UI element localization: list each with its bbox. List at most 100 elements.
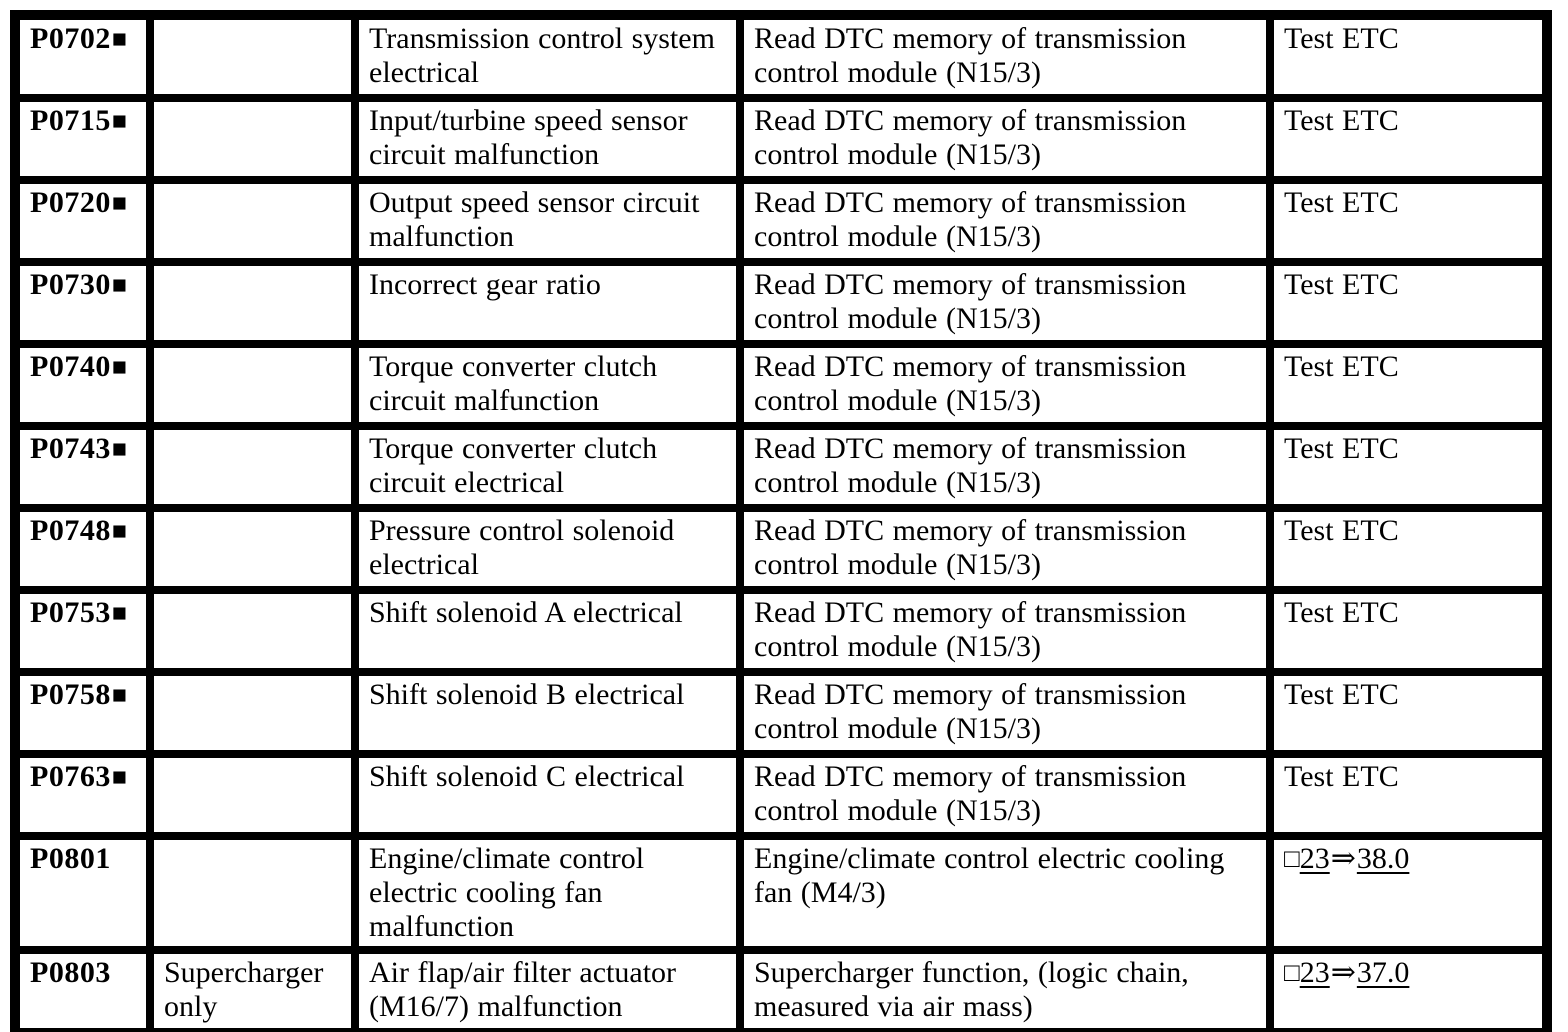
dtc-table: P0702■ Transmission control system elect… (10, 10, 1552, 1032)
dtc-code-cell: P0758■ (11, 668, 154, 758)
flag-square-icon: ■ (111, 682, 127, 709)
action-text: Engine/climate control electric cooling … (754, 842, 1225, 909)
dtc-code: P0748 (30, 514, 111, 547)
description-cell: Torque converter clutch circuit malfunct… (351, 340, 744, 430)
description-text: Input/turbine speed sensor circuit malfu… (369, 104, 688, 171)
action-cell: Read DTC memory of transmission control … (736, 340, 1274, 430)
action-cell: Read DTC memory of transmission control … (736, 668, 1274, 758)
table-row: P0758■ Shift solenoid B electrical Read … (11, 668, 1551, 758)
dtc-code: P0758 (30, 678, 111, 711)
dtc-code-cell: P0740■ (11, 340, 154, 430)
table-row: P0720■ Output speed sensor circuit malfu… (11, 176, 1551, 266)
dtc-code-cell: P0715■ (11, 94, 154, 184)
dtc-code: P0763 (30, 760, 111, 793)
action-text: Read DTC memory of transmission control … (754, 432, 1187, 499)
reference-prefix-icon: □ (1284, 958, 1300, 987)
dtc-code: P0702 (30, 22, 111, 55)
variant-cell (146, 258, 359, 348)
table-row: P0763■ Shift solenoid C electrical Read … (11, 750, 1551, 840)
section-link[interactable]: 37.0 (1356, 956, 1410, 989)
variant-cell (146, 11, 359, 102)
description-text: Output speed sensor circuit malfunction (369, 186, 700, 253)
dtc-code: P0730 (30, 268, 111, 301)
test-label: Test ETC (1284, 104, 1399, 137)
test-label: Test ETC (1284, 22, 1399, 55)
dtc-code-cell: P0720■ (11, 176, 154, 266)
variant-cell (146, 94, 359, 184)
test-label: Test ETC (1284, 760, 1399, 793)
flag-square-icon: ■ (111, 600, 127, 627)
test-label: Test ETC (1284, 514, 1399, 547)
table-row: P0730■ Incorrect gear ratio Read DTC mem… (11, 258, 1551, 348)
description-text: Air flap/air filter actuator (M16/7) mal… (369, 956, 677, 1023)
section-link[interactable]: 38.0 (1356, 842, 1410, 875)
table-row: P0753■ Shift solenoid A electrical Read … (11, 586, 1551, 676)
dtc-code: P0743 (30, 432, 111, 465)
test-label: Test ETC (1284, 186, 1399, 219)
variant-cell (146, 586, 359, 676)
description-cell: Transmission control system electrical (351, 11, 744, 102)
description-cell: Output speed sensor circuit malfunction (351, 176, 744, 266)
document-link[interactable]: 23 (1299, 956, 1330, 989)
test-label: Test ETC (1284, 678, 1399, 711)
test-cell: Test ETC (1266, 504, 1551, 594)
test-cell: □23⇒37.0 (1266, 946, 1551, 1032)
description-cell: Torque converter clutch circuit electric… (351, 422, 744, 512)
variant-cell (146, 504, 359, 594)
arrow-icon: ⇒ (1330, 842, 1356, 875)
action-text: Read DTC memory of transmission control … (754, 104, 1187, 171)
description-text: Shift solenoid A electrical (369, 596, 683, 629)
test-cell: Test ETC (1266, 258, 1551, 348)
description-cell: Shift solenoid A electrical (351, 586, 744, 676)
action-text: Read DTC memory of transmission control … (754, 678, 1187, 745)
description-text: Torque converter clutch circuit electric… (369, 432, 658, 499)
dtc-code: P0803 (30, 956, 111, 989)
test-cell: Test ETC (1266, 422, 1551, 512)
variant-cell (146, 750, 359, 840)
description-text: Incorrect gear ratio (369, 268, 601, 301)
test-label: Test ETC (1284, 432, 1399, 465)
variant-cell (146, 422, 359, 512)
flag-square-icon: ■ (111, 764, 127, 791)
action-cell: Read DTC memory of transmission control … (736, 258, 1274, 348)
dtc-code-cell: P0801 (11, 832, 154, 954)
description-text: Torque converter clutch circuit malfunct… (369, 350, 658, 417)
test-label: Test ETC (1284, 596, 1399, 629)
action-cell: Read DTC memory of transmission control … (736, 504, 1274, 594)
flag-square-icon: ■ (111, 26, 127, 53)
reference-prefix-icon: □ (1284, 844, 1300, 873)
description-cell: Shift solenoid B electrical (351, 668, 744, 758)
dtc-code: P0720 (30, 186, 111, 219)
action-cell: Read DTC memory of transmission control … (736, 176, 1274, 266)
flag-square-icon: ■ (111, 518, 127, 545)
dtc-code-cell: P0753■ (11, 586, 154, 676)
flag-square-icon: ■ (111, 108, 127, 135)
action-text: Read DTC memory of transmission control … (754, 268, 1187, 335)
flag-square-icon: ■ (111, 190, 127, 217)
action-text: Read DTC memory of transmission control … (754, 22, 1187, 89)
action-cell: Supercharger function, (logic chain, mea… (736, 946, 1274, 1032)
action-cell: Read DTC memory of transmission control … (736, 94, 1274, 184)
description-cell: Shift solenoid C electrical (351, 750, 744, 840)
action-cell: Read DTC memory of transmission control … (736, 750, 1274, 840)
action-text: Read DTC memory of transmission control … (754, 186, 1187, 253)
dtc-code-cell: P0748■ (11, 504, 154, 594)
dtc-code: P0801 (30, 842, 111, 875)
description-text: Engine/climate control electric cooling … (369, 842, 645, 943)
test-cell: Test ETC (1266, 176, 1551, 266)
dtc-code-cell: P0803 (11, 946, 154, 1032)
action-cell: Engine/climate control electric cooling … (736, 832, 1274, 954)
dtc-code-cell: P0730■ (11, 258, 154, 348)
arrow-icon: ⇒ (1330, 956, 1356, 989)
action-cell: Read DTC memory of transmission control … (736, 586, 1274, 676)
variant-cell (146, 832, 359, 954)
description-cell: Engine/climate control electric cooling … (351, 832, 744, 954)
variant-cell: Supercharger only (146, 946, 359, 1032)
description-text: Transmission control system electrical (369, 22, 715, 89)
test-cell: Test ETC (1266, 340, 1551, 430)
description-cell: Input/turbine speed sensor circuit malfu… (351, 94, 744, 184)
document-link[interactable]: 23 (1299, 842, 1330, 875)
test-cell: Test ETC (1266, 586, 1551, 676)
test-cell: □23⇒38.0 (1266, 832, 1551, 954)
